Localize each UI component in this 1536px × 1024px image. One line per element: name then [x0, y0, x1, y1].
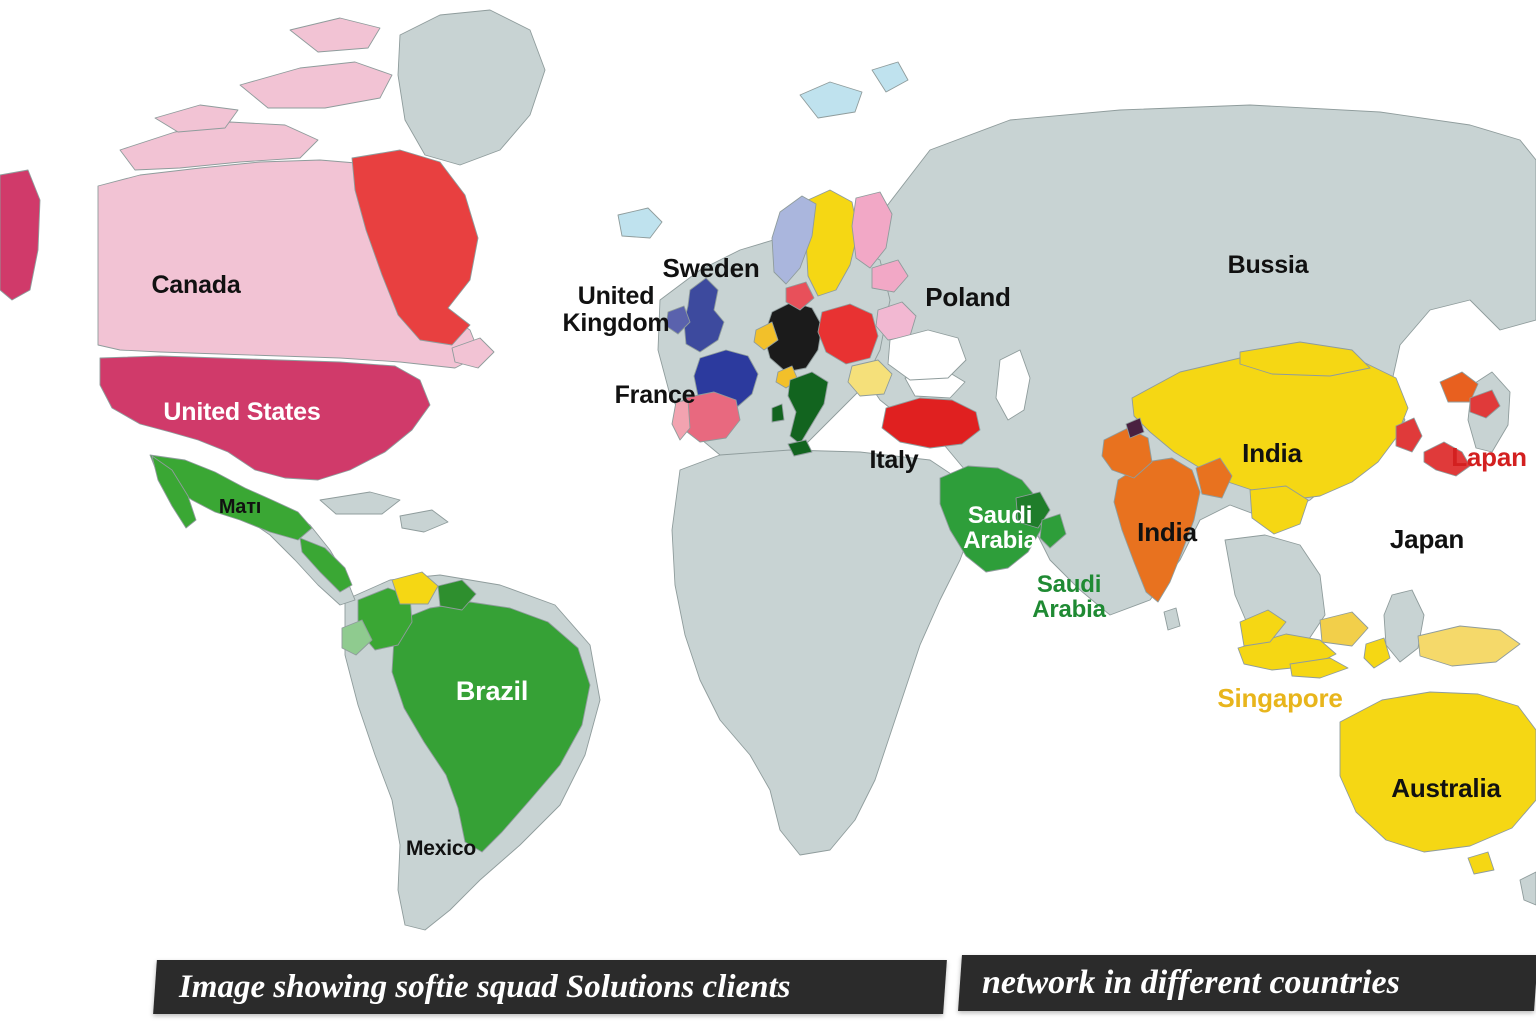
country-united-states	[100, 356, 430, 480]
label-singapore: Singapore	[1217, 683, 1343, 713]
highlighted-countries	[0, 18, 1536, 874]
kashmir-marker	[1126, 418, 1144, 438]
arctic-islands	[800, 82, 862, 118]
label-brazil: Brazil	[455, 676, 529, 706]
philippines-base	[1384, 590, 1424, 662]
peru-light-green	[342, 620, 372, 655]
country-finland	[852, 192, 892, 268]
country-romania	[848, 360, 892, 396]
label-japan: Japan	[1389, 524, 1465, 554]
country-turkey	[882, 398, 980, 448]
map-detail-shapes	[320, 492, 448, 532]
guyana-green	[438, 580, 476, 610]
label-italy: Italy	[869, 446, 919, 474]
country-north-korea	[1440, 372, 1478, 402]
country-ukraine	[888, 330, 966, 380]
canada-arctic-2	[240, 62, 392, 108]
label-saudi-arabia-offset: Saudi Arabia	[1032, 571, 1106, 624]
label-india-on-china: India	[1242, 438, 1302, 468]
country-portugal	[672, 400, 690, 440]
country-venezuela	[392, 572, 438, 604]
country-sweden	[806, 190, 858, 296]
country-tasmania	[1468, 852, 1494, 874]
country-quebec	[352, 150, 478, 345]
country-sicily	[788, 440, 812, 456]
arctic-islands-2	[872, 62, 908, 92]
label-sweden: Sweden	[662, 253, 760, 283]
country-denmark	[786, 282, 814, 310]
country-india	[1114, 458, 1200, 602]
country-italy	[788, 372, 828, 444]
country-south-korea	[1396, 418, 1422, 452]
china-south-lobe	[1250, 486, 1308, 534]
label-mexico-garbled: Mатı	[218, 496, 262, 518]
canada-arctic-3	[155, 105, 238, 132]
canada-arctic-4	[290, 18, 380, 52]
indonesia-sumatra	[1240, 610, 1286, 646]
country-alaska	[0, 170, 40, 300]
new-zealand	[1520, 872, 1536, 905]
country-ireland	[666, 306, 690, 334]
country-sri-lanka	[1164, 608, 1180, 630]
mexico-baja	[152, 456, 196, 528]
africa-base	[672, 450, 975, 855]
label-canada: Canada	[151, 271, 241, 299]
caspian-sea	[996, 350, 1030, 420]
label-poland: Poland	[925, 282, 1011, 312]
cuba	[320, 492, 400, 514]
country-saudi-arabia	[940, 466, 1042, 572]
country-sardinia	[772, 404, 784, 422]
country-norway	[772, 196, 816, 284]
caribbean-islands	[400, 510, 448, 532]
label-saudi-arabia-on-shape: Saudi Arabia	[963, 502, 1037, 555]
country-mongolia	[1240, 342, 1370, 376]
central-america-green	[300, 538, 352, 592]
country-japan	[1424, 442, 1470, 476]
country-oman	[1040, 514, 1066, 548]
label-russia: Bussia	[1227, 251, 1309, 279]
country-newfoundland	[452, 338, 494, 368]
country-bangladesh	[1196, 458, 1232, 498]
country-papua-new-guinea	[1418, 626, 1520, 666]
country-australia	[1340, 692, 1536, 852]
label-united-states: United States	[163, 398, 321, 426]
label-japan-red: Lapan	[1451, 442, 1527, 472]
indonesia-java	[1290, 658, 1348, 678]
country-belgium	[754, 322, 778, 350]
label-united-kingdom: United Kingdom	[562, 282, 670, 337]
country-malaysia	[1320, 612, 1368, 646]
iceland	[618, 208, 662, 238]
country-brazil	[392, 602, 590, 852]
label-india: India	[1137, 517, 1197, 547]
baltic-states	[872, 260, 908, 292]
label-france: France	[614, 381, 696, 409]
greenland-base	[398, 10, 545, 165]
country-poland	[818, 304, 878, 364]
label-australia: Australia	[1391, 773, 1501, 803]
japan-hokkaido	[1470, 390, 1500, 418]
label-mexico: Mexico	[406, 837, 476, 860]
sulawesi	[1364, 638, 1390, 668]
